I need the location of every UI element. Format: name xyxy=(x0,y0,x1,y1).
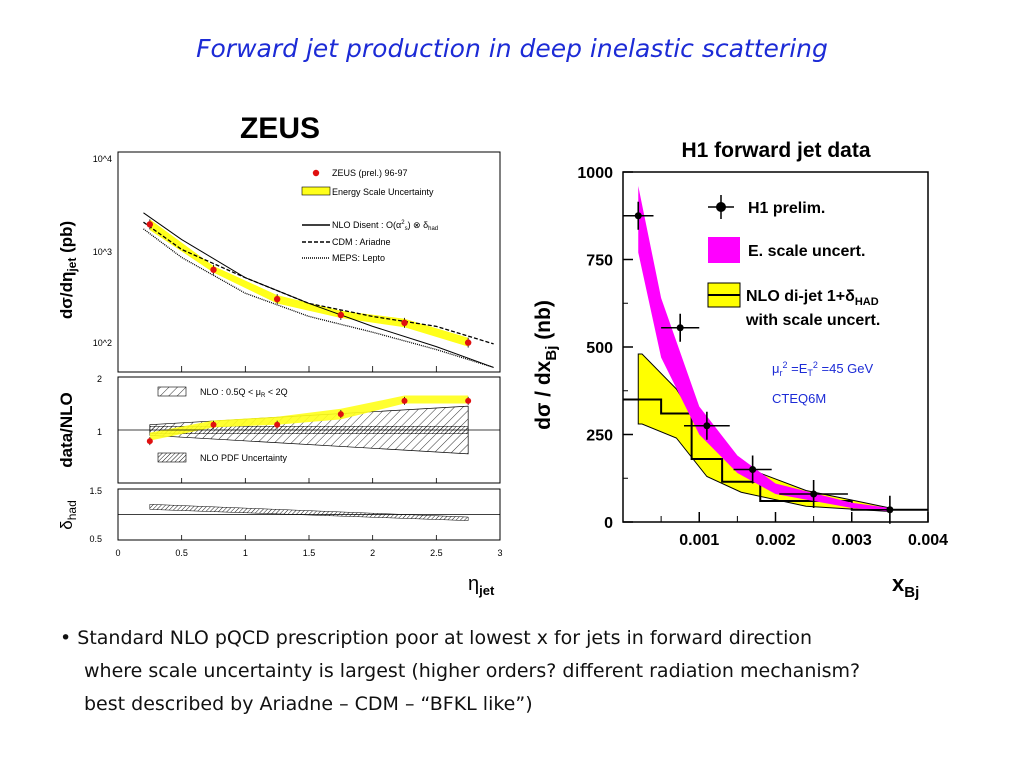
bullet-list: • Standard NLO pQCD prescription poor at… xyxy=(60,622,1000,721)
zeus-dhad-ylabel: δhad xyxy=(57,500,79,530)
h1-xlabel: xBj xyxy=(892,571,919,601)
ratio-data-point xyxy=(337,411,344,418)
zeus-top-plot xyxy=(143,212,494,369)
h1-data-point xyxy=(810,490,818,498)
legend-h1-marker xyxy=(716,202,726,212)
legend-nlo-label: NLO Disent : O(α2s) ⊗ δhad xyxy=(332,220,438,232)
legend-escale-label: E. scale uncert. xyxy=(748,243,865,260)
bullet-marker: • xyxy=(60,627,72,649)
zeus-ratio-ytick-2: 2 xyxy=(97,374,102,384)
zeus-dhad-ytick-1.5: 1.5 xyxy=(89,486,102,496)
nlo-histogram xyxy=(623,398,928,511)
h1-data-point xyxy=(886,506,894,514)
nlo-disent-curve xyxy=(143,212,494,368)
legend-zeus-data-label: ZEUS (prel.) 96-97 xyxy=(332,168,408,178)
zeus-top-ylabel: dσ/dηjet (pb) xyxy=(57,221,79,319)
h1-xtick-label: 0.002 xyxy=(755,532,795,549)
zeus-data-point xyxy=(337,311,345,319)
zeus-data-point xyxy=(210,266,217,273)
zeus-ytick-1e4: 10^4 xyxy=(93,154,112,164)
legend-h1-label: H1 prelim. xyxy=(748,200,825,217)
h1-ylabel: dσ / dxBj (nb) xyxy=(532,300,560,430)
h1-data-point xyxy=(676,324,684,332)
zeus-figure: ZEUS 10^4 10^3 10^2 0 0.5 1 1.5 2 2.5 3 dσ/dηj… xyxy=(57,112,503,598)
zeus-xlabel: ηjet xyxy=(468,573,495,598)
zeus-xtick-label: 2.5 xyxy=(430,548,443,558)
legend-energy-band-label: Energy Scale Uncertainty xyxy=(332,187,434,197)
legend-pdf-band-label: NLO PDF Uncertainty xyxy=(200,453,288,463)
legend-scale-band-swatch xyxy=(157,386,187,397)
bullet-text-1: Standard NLO pQCD prescription poor at l… xyxy=(77,627,813,649)
dhad-band xyxy=(149,504,469,521)
h1-xtick-label: 0.001 xyxy=(679,532,719,549)
ratio-data-point xyxy=(401,397,408,404)
bullet-line-2: where scale uncertainty is largest (high… xyxy=(84,660,861,682)
h1-xtick-label: 0.004 xyxy=(908,532,948,549)
zeus-xtick-label: 0 xyxy=(115,548,120,558)
zeus-xtick-label: 2 xyxy=(370,548,375,558)
energy-scale-band xyxy=(149,219,469,347)
bullet-line-1: • Standard NLO pQCD prescription poor at… xyxy=(60,622,1000,655)
meps-lepto-curve xyxy=(143,228,494,369)
zeus-experiment-label: ZEUS xyxy=(240,112,320,145)
h1-ticks: 0 250 500 750 1000 0.001 0.002 0.003 0.004 xyxy=(577,165,948,549)
energy-scale-band xyxy=(638,186,890,512)
zeus-ratio-plot xyxy=(118,395,500,455)
h1-ytick-label: 0 xyxy=(604,515,613,532)
h1-data-point xyxy=(634,212,642,220)
zeus-data-point xyxy=(401,319,408,327)
h1-ytick-label: 500 xyxy=(586,340,613,357)
ratio-data-point xyxy=(465,397,472,404)
zeus-data-point xyxy=(146,221,154,228)
ratio-energy-scale-band xyxy=(149,395,469,441)
slide-title: Forward jet production in deep inelastic… xyxy=(196,34,828,63)
legend-nlo-scale-label: with scale uncert. xyxy=(745,312,880,329)
h1-xtick-label: 0.003 xyxy=(832,532,872,549)
ratio-data-point xyxy=(274,421,281,428)
legend-scale-band-label: NLO : 0.5Q < μR < 2Q xyxy=(200,387,288,399)
zeus-ytick-1e3: 10^3 xyxy=(93,247,112,257)
zeus-xtick-label: 0.5 xyxy=(175,548,188,558)
legend-energy-band-swatch xyxy=(301,186,331,196)
cdm-ariadne-curve xyxy=(143,221,494,345)
ratio-data-point xyxy=(210,421,217,428)
zeus-dhad-plot xyxy=(118,504,500,521)
legend-escale-swatch xyxy=(708,237,740,263)
h1-legend: H1 prelim. E. scale uncert. NLO di-jet 1… xyxy=(707,195,880,329)
h1-ytick-label: 1000 xyxy=(577,165,613,182)
zeus-ratio-ytick-1: 1 xyxy=(97,427,102,437)
zeus-xtick-label: 3 xyxy=(497,548,502,558)
zeus-legend: ZEUS (prel.) 96-97 Energy Scale Uncertai… xyxy=(301,168,438,263)
bullet-line-3: best described by Ariadne – CDM – “BFKL … xyxy=(84,693,533,715)
h1-data-point xyxy=(703,422,711,430)
zeus-x-ticks: 0 0.5 1 1.5 2 2.5 3 xyxy=(115,366,503,558)
ratio-data-point xyxy=(146,438,153,445)
legend-cdm-label: CDM : Ariadne xyxy=(332,237,391,247)
legend-nlo-label: NLO di-jet 1+δHAD xyxy=(746,288,879,308)
legend-zeus-data-marker xyxy=(312,169,320,177)
zeus-data-point xyxy=(464,339,472,346)
h1-annotation-scale: μr2 =ET2 =45 GeV xyxy=(772,360,874,378)
legend-meps-label: MEPS: Lepto xyxy=(332,253,385,263)
h1-ytick-label: 750 xyxy=(586,253,613,270)
zeus-ytick-1e2: 10^2 xyxy=(93,338,112,348)
h1-plot xyxy=(623,186,928,524)
legend-pdf-band-swatch xyxy=(157,452,187,463)
h1-annotation-pdf: CTEQ6M xyxy=(772,391,826,406)
zeus-xtick-label: 1.5 xyxy=(303,548,316,558)
h1-ytick-label: 250 xyxy=(586,428,613,445)
zeus-ratio-ylabel: data/NLO xyxy=(57,392,76,468)
zeus-xtick-label: 1 xyxy=(243,548,248,558)
zeus-top-panel-frame xyxy=(117,151,501,373)
zeus-dhad-ytick-0.5: 0.5 xyxy=(89,534,102,544)
h1-data-point xyxy=(749,466,757,473)
h1-title: H1 forward jet data xyxy=(681,139,870,162)
zeus-data-point xyxy=(273,295,281,303)
